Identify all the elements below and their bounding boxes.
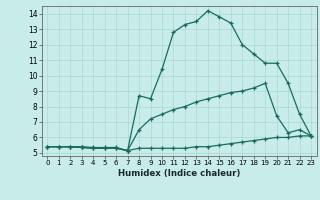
X-axis label: Humidex (Indice chaleur): Humidex (Indice chaleur) bbox=[118, 169, 240, 178]
